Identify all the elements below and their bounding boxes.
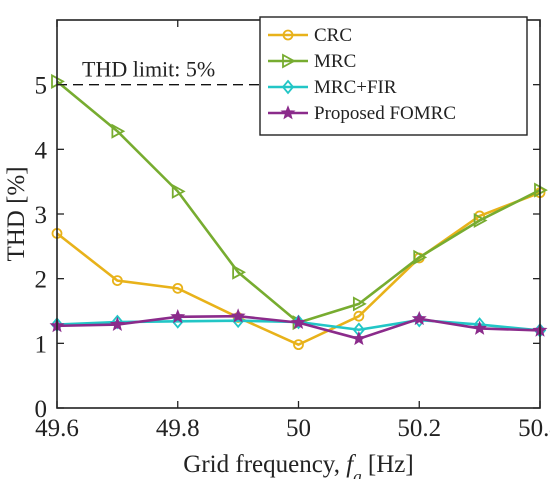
data-point-star xyxy=(411,310,427,326)
x-axis-label-sub: g xyxy=(353,467,362,479)
data-point-triangle xyxy=(413,249,428,265)
data-point-circle xyxy=(172,282,184,294)
legend-box xyxy=(259,16,528,136)
data-point-triangle xyxy=(232,264,247,280)
data-point-star xyxy=(472,320,488,335)
legend-label: CRC xyxy=(314,25,352,46)
x-axis-label-prefix: Grid frequency, xyxy=(183,451,346,478)
data-point-triangle xyxy=(473,212,488,228)
legend-item: MRC+FIR xyxy=(268,77,397,98)
threshold-label: THD limit: 5% xyxy=(82,57,215,82)
y-tick-label: 5 xyxy=(35,73,48,100)
legend: CRC MRC MRC+FIR Proposed FOMRC xyxy=(259,16,528,136)
legend-item: CRC xyxy=(268,25,352,46)
legend-label: Proposed FOMRC xyxy=(314,103,456,124)
data-point-star xyxy=(109,316,125,331)
x-tick-label: 49.6 xyxy=(35,415,79,442)
data-point-circle xyxy=(282,29,294,41)
data-point-star xyxy=(351,330,367,346)
y-tick-label: 3 xyxy=(35,202,48,229)
legend-item: Proposed FOMRC xyxy=(268,103,456,124)
series-layer xyxy=(49,73,548,351)
data-point-circle xyxy=(353,310,365,322)
y-axis-label: THD [%] xyxy=(3,166,30,261)
data-point-star xyxy=(291,314,306,330)
series-line xyxy=(56,191,541,346)
y-tick-label: 1 xyxy=(35,331,48,358)
data-point-star xyxy=(280,105,296,120)
data-point-diamond xyxy=(281,79,295,95)
legend-label: MRC xyxy=(314,51,356,72)
data-point-circle xyxy=(111,275,123,287)
x-axis-label-unit: [Hz] xyxy=(362,451,414,478)
data-point-triangle xyxy=(282,53,296,69)
x-tick-label: 50 xyxy=(286,415,311,442)
ticks-layer: 49.6 49.8 50 50.2 50.4 0 1 2 3 4 5 xyxy=(35,20,550,442)
x-tick-label: 49.8 xyxy=(156,415,200,442)
x-tick-label: 50.4 xyxy=(518,415,550,442)
data-point-circle xyxy=(293,339,304,351)
x-tick-label: 50.2 xyxy=(397,415,441,442)
data-point-star xyxy=(230,308,246,323)
data-point-star xyxy=(170,308,186,324)
data-point-triangle xyxy=(352,296,367,312)
y-tick-label: 4 xyxy=(35,137,48,164)
y-tick-label: 0 xyxy=(35,396,48,423)
y-tick-label: 2 xyxy=(35,267,48,294)
legend-label: MRC+FIR xyxy=(314,77,397,98)
x-axis-label: Grid frequency, fg [Hz] xyxy=(183,451,413,479)
data-point-triangle xyxy=(111,123,126,139)
data-point-diamond xyxy=(111,314,124,330)
legend-item: MRC xyxy=(268,51,356,72)
x-axis-label-var: f xyxy=(346,451,356,478)
data-point-triangle xyxy=(171,183,186,199)
